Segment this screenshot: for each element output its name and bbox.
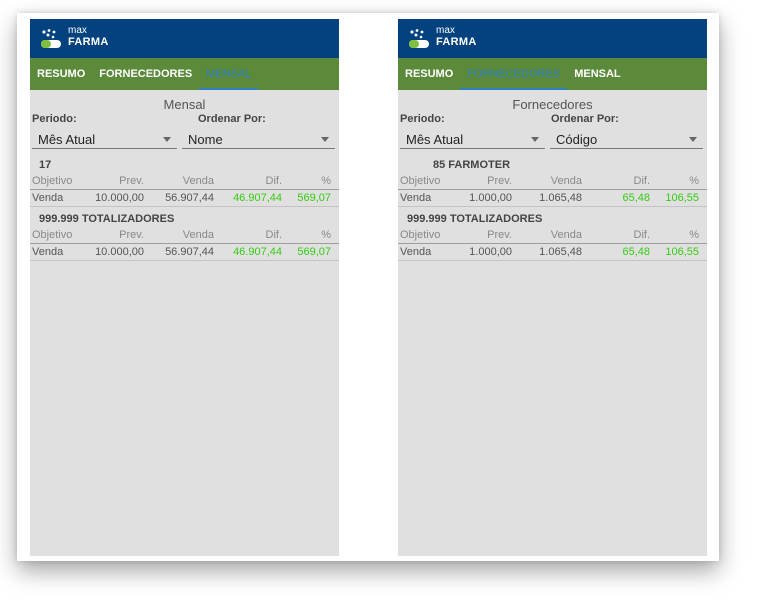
- cell-prev: 10.000,00: [95, 192, 144, 204]
- period-select[interactable]: Mês Atual: [32, 131, 177, 149]
- order-label: Ordenar Por:: [551, 113, 619, 125]
- logo-max-text: max: [68, 25, 87, 36]
- cell-venda: 56.907,44: [165, 192, 214, 204]
- page-title: Mensal: [163, 97, 206, 112]
- maxfarma-logo: max FARMA: [408, 26, 488, 52]
- period-select-value: Mês Atual: [38, 132, 96, 147]
- col-dif: Dif.: [265, 229, 283, 241]
- col-venda: Venda: [182, 229, 214, 241]
- col-objetivo: Objetivo: [400, 229, 441, 241]
- cell-dif: 65,48: [622, 246, 650, 258]
- group-title: 999.999 TOTALIZADORES: [39, 213, 175, 225]
- tab-mensal[interactable]: MENSAL: [199, 58, 259, 90]
- tab-mensal[interactable]: MENSAL: [574, 68, 621, 80]
- cell-percent: 106,55: [665, 192, 699, 204]
- col-venda: Venda: [182, 175, 214, 187]
- dropdown-arrow-icon: [321, 137, 329, 142]
- cell-venda: 1.065,48: [539, 246, 582, 258]
- page-title: Fornecedores: [512, 97, 593, 112]
- tab-bar: RESUMO FORNECEDORES MENSAL: [30, 58, 339, 90]
- period-label: Periodo:: [32, 113, 77, 125]
- summary-group: 85 FARMOTER Objetivo Prev. Venda Dif. % …: [398, 159, 707, 207]
- col-prev: Prev.: [487, 175, 512, 187]
- col-percent: %: [689, 175, 699, 187]
- cell-venda: 1.065,48: [539, 192, 582, 204]
- summary-group: 17 Objetivo Prev. Venda Dif. % Venda 10.…: [30, 159, 339, 207]
- cell-dif: 46.907,44: [233, 192, 282, 204]
- summary-group: 999.999 TOTALIZADORES Objetivo Prev. Ven…: [30, 213, 339, 261]
- col-prev: Prev.: [119, 175, 144, 187]
- cell-dif: 46.907,44: [233, 246, 282, 258]
- dropdown-arrow-icon: [531, 137, 539, 142]
- cell-percent: 569,07: [297, 192, 331, 204]
- cell-percent: 106,55: [665, 246, 699, 258]
- cell-dif: 65,48: [622, 192, 650, 204]
- tab-resumo[interactable]: RESUMO: [37, 68, 86, 80]
- maxfarma-logo: max FARMA: [40, 26, 120, 52]
- filter-selects: Mês Atual Nome: [30, 131, 339, 153]
- col-venda: Venda: [550, 175, 582, 187]
- col-percent: %: [689, 229, 699, 241]
- pills-logo-icon: [41, 29, 61, 48]
- tab-bar: RESUMO FORNECEDORES MENSAL: [398, 58, 707, 90]
- cell-percent: 569,07: [297, 246, 331, 258]
- tab-fornecedores[interactable]: FORNECEDORES: [460, 58, 568, 90]
- cell-objetivo: Venda: [400, 192, 432, 204]
- period-label: Periodo:: [400, 113, 445, 125]
- period-select-value: Mês Atual: [406, 132, 464, 147]
- group-header-row: Objetivo Prev. Venda Dif. %: [30, 227, 339, 244]
- summary-group: 999.999 TOTALIZADORES Objetivo Prev. Ven…: [398, 213, 707, 261]
- group-title: 999.999 TOTALIZADORES: [407, 213, 543, 225]
- cell-prev: 1.000,00: [469, 192, 512, 204]
- order-label: Ordenar Por:: [198, 113, 266, 125]
- dropdown-arrow-icon: [689, 137, 697, 142]
- cell-prev: 10.000,00: [95, 246, 144, 258]
- col-objetivo: Objetivo: [32, 175, 73, 187]
- group-data-row: Venda 10.000,00 56.907,44 46.907,44 569,…: [30, 190, 339, 207]
- period-select[interactable]: Mês Atual: [400, 131, 545, 149]
- col-dif: Dif.: [633, 229, 651, 241]
- group-data-row: Venda 1.000,00 1.065,48 65,48 106,55: [398, 244, 707, 261]
- order-select[interactable]: Código: [550, 131, 703, 149]
- cell-objetivo: Venda: [400, 246, 432, 258]
- group-title: 85 FARMOTER: [433, 159, 511, 171]
- phone-screen-fornecedores: max FARMA RESUMO FORNECEDORES MENSAL For…: [398, 19, 707, 556]
- col-objetivo: Objetivo: [32, 229, 73, 241]
- app-header: max FARMA: [30, 19, 339, 58]
- cell-venda: 56.907,44: [165, 246, 214, 258]
- col-percent: %: [321, 229, 331, 241]
- group-data-row: Venda 1.000,00 1.065,48 65,48 106,55: [398, 190, 707, 207]
- group-header-row: Objetivo Prev. Venda Dif. %: [398, 173, 707, 190]
- filter-selects: Mês Atual Código: [398, 131, 707, 153]
- logo-max-text: max: [436, 25, 455, 36]
- group-title: 17: [39, 159, 52, 171]
- logo-farma-text: FARMA: [436, 36, 477, 48]
- dropdown-arrow-icon: [163, 137, 171, 142]
- col-dif: Dif.: [633, 175, 651, 187]
- col-objetivo: Objetivo: [400, 175, 441, 187]
- tab-fornecedores[interactable]: FORNECEDORES: [99, 68, 193, 80]
- logo-farma-text: FARMA: [68, 36, 109, 48]
- col-venda: Venda: [550, 229, 582, 241]
- filter-labels: Periodo: Ordenar Por:: [398, 113, 707, 127]
- order-select-value: Nome: [188, 132, 223, 147]
- group-header-row: Objetivo Prev. Venda Dif. %: [398, 227, 707, 244]
- cell-objetivo: Venda: [32, 192, 64, 204]
- order-select-value: Código: [556, 132, 598, 147]
- cell-prev: 1.000,00: [469, 246, 512, 258]
- col-dif: Dif.: [265, 175, 283, 187]
- cell-objetivo: Venda: [32, 246, 64, 258]
- app-header: max FARMA: [398, 19, 707, 58]
- col-prev: Prev.: [487, 229, 512, 241]
- group-data-row: Venda 10.000,00 56.907,44 46.907,44 569,…: [30, 244, 339, 261]
- col-percent: %: [321, 175, 331, 187]
- group-header-row: Objetivo Prev. Venda Dif. %: [30, 173, 339, 190]
- order-select[interactable]: Nome: [182, 131, 335, 149]
- tab-resumo[interactable]: RESUMO: [405, 68, 454, 80]
- phone-screen-mensal: max FARMA RESUMO FORNECEDORES MENSAL Men…: [30, 19, 339, 556]
- pills-logo-icon: [409, 29, 429, 48]
- col-prev: Prev.: [119, 229, 144, 241]
- filter-labels: Periodo: Ordenar Por:: [30, 113, 339, 127]
